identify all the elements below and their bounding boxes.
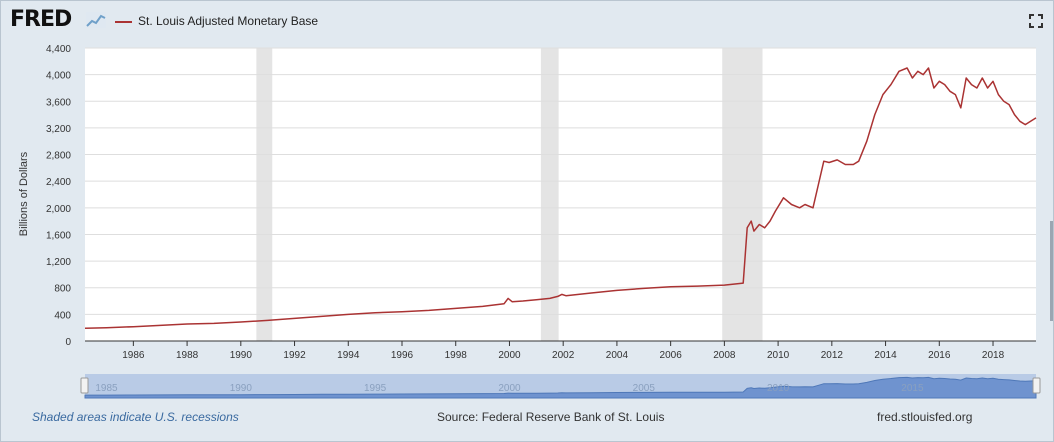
recession-band [540,48,559,341]
x-tick-label: 1996 [391,350,414,361]
navigator-tick-label: 2005 [633,383,656,394]
navigator-tick-label: 2010 [767,383,790,394]
y-tick-label: 3,200 [46,124,71,135]
fred-logo[interactable]: FRED [10,7,72,32]
x-tick-label: 2002 [552,350,575,361]
y-axis-label: Billions of Dollars [18,151,30,236]
navigator-tick-label: 1985 [95,383,118,394]
x-tick-label: 2018 [982,350,1005,361]
x-tick-label: 1994 [337,350,360,361]
x-axis: 1986 1988 1990 1992 1994 1996 1998 2000 2002 2004… [85,340,1036,361]
legend-swatch [115,20,132,23]
chart-header: FRED St. Louis Adjusted Monetary Base [1,1,1053,41]
y-tick-label: 2,000 [46,204,71,215]
x-tick-label: 2014 [874,350,897,361]
series-layer [84,67,1037,330]
x-tick-label: 2000 [498,350,521,361]
navigator-tick-label: 1995 [364,383,387,394]
recession-band [722,48,763,341]
y-tick-label: 2,800 [46,151,71,162]
y-tick-label: 800 [54,284,71,295]
navigator-handle-left[interactable] [80,377,89,394]
x-tick-label: 1990 [230,350,253,361]
expand-icon[interactable] [1029,14,1043,28]
x-tick-label: 2016 [928,350,951,361]
line-chart-icon [86,12,106,28]
y-axis: 0 400 800 1,200 1,600 2,000 2,400 2,800 3,200 3,6… [46,44,71,348]
recession-bands [256,48,763,341]
x-tick-label: 2004 [606,350,629,361]
y-tick-label: 400 [54,310,71,321]
y-tick-label: 1,200 [46,257,71,268]
legend-item: St. Louis Adjusted Monetary Base [115,14,318,28]
scrollbar[interactable] [1050,221,1053,321]
y-tick-label: 2,400 [46,177,71,188]
navigator-area [84,376,1037,399]
navigator-handle-right[interactable] [1032,377,1041,394]
x-tick-label: 2010 [767,350,790,361]
navigator-tick-label: 1990 [230,383,253,394]
x-tick-label: 2012 [821,350,844,361]
x-tick-label: 1988 [176,350,199,361]
range-navigator[interactable]: 1985 1990 1995 2000 2005 2010 2015 [80,374,1041,399]
y-tick-label: 0 [65,337,71,348]
x-tick-label: 2006 [660,350,683,361]
recession-note: Shaded areas indicate U.S. recessions [32,410,239,424]
x-tick-label: 1992 [283,350,306,361]
y-tick-label: 1,600 [46,230,71,241]
source-text: Source: Federal Reserve Bank of St. Loui… [437,410,665,424]
site-link[interactable]: fred.stlouisfed.org [877,410,973,424]
series-line [84,67,1037,330]
grid-lines [85,47,1036,342]
chart-canvas: 0 400 800 1,200 1,600 2,000 2,400 2,800 3,200 3,6… [18,44,1041,399]
x-tick-label: 2008 [713,350,736,361]
legend-label: St. Louis Adjusted Monetary Base [138,14,319,28]
x-tick-label: 1998 [445,350,468,361]
y-tick-label: 4,000 [46,71,71,82]
y-tick-label: 3,600 [46,97,71,108]
navigator-tick-label: 2015 [901,383,924,394]
plot-background [85,48,1036,341]
navigator-ticks: 1985 1990 1995 2000 2005 2010 2015 [95,383,924,394]
navigator-tick-label: 2000 [498,383,521,394]
recession-band [256,48,273,341]
y-tick-label: 4,400 [46,44,71,55]
x-tick-label: 1986 [122,350,145,361]
